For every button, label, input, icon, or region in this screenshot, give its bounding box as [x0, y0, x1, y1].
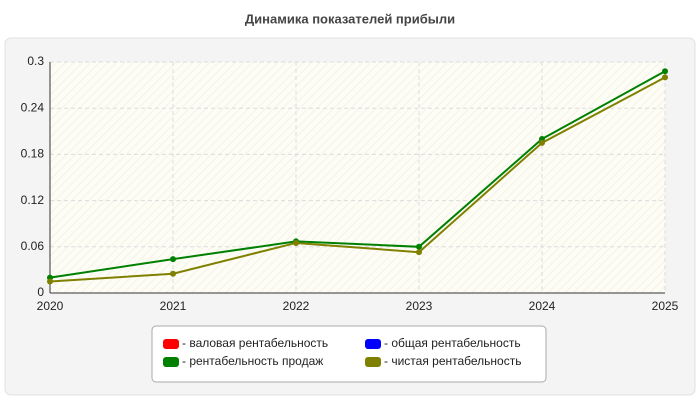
legend-label: - общая рентабельность	[384, 336, 521, 350]
data-point	[47, 278, 53, 285]
legend-label: - чистая рентабельность	[384, 354, 521, 368]
data-point	[416, 249, 422, 256]
y-tick-label: 0.3	[27, 54, 44, 68]
series-line	[49, 70, 666, 279]
legend-swatch	[163, 357, 179, 367]
y-tick-label: 0.12	[21, 193, 45, 207]
data-point	[416, 243, 422, 250]
x-tick-label: 2025	[652, 299, 679, 313]
legend-swatch	[365, 357, 381, 367]
data-point	[662, 68, 668, 75]
y-tick-label: 0.18	[21, 147, 45, 161]
legend	[151, 325, 547, 383]
y-tick-label: 0	[37, 285, 44, 299]
x-tick-label: 2022	[283, 299, 310, 313]
series-line	[49, 76, 666, 283]
x-tick-label: 2023	[406, 299, 433, 313]
data-point	[170, 256, 176, 263]
data-point	[293, 239, 299, 246]
data-point	[170, 270, 176, 277]
data-point	[662, 74, 668, 81]
x-tick-label: 2024	[529, 299, 556, 313]
legend-label: - валовая рентабельность	[182, 336, 328, 350]
legend-label: - рентабельность продаж	[182, 354, 323, 368]
legend-swatch	[365, 339, 381, 349]
plot-hatch	[50, 62, 665, 293]
chart-title: Динамика показателей прибыли	[245, 11, 455, 26]
y-tick-label: 0.24	[21, 100, 45, 114]
legend-swatch	[163, 339, 179, 349]
data-point	[539, 139, 545, 146]
x-tick-label: 2021	[160, 299, 187, 313]
y-tick-label: 0.06	[21, 239, 45, 253]
x-tick-label: 2020	[37, 299, 64, 313]
